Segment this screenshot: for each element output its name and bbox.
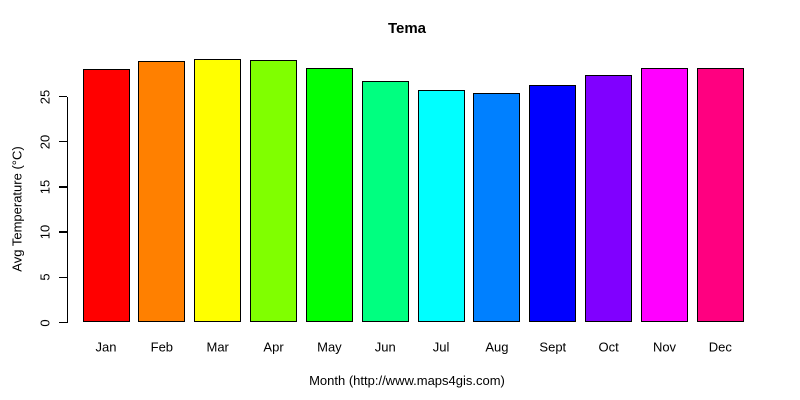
bar-aug: [473, 92, 521, 323]
y-axis-line: [66, 96, 68, 323]
bar-may: [305, 68, 353, 323]
y-tick-label: 20: [37, 134, 53, 149]
x-tick-label-jul: Jul: [432, 339, 450, 355]
bar-jan: [82, 69, 130, 323]
y-tick-mark: [58, 276, 67, 279]
x-tick-label-mar: Mar: [206, 339, 229, 355]
chart-title: Tema: [387, 20, 427, 37]
y-tick-label: 15: [37, 179, 53, 195]
bar-mar: [194, 58, 242, 323]
x-tick-label-jun: Jun: [374, 339, 396, 355]
y-tick-label: 10: [37, 224, 53, 240]
y-tick-mark: [58, 231, 67, 233]
y-tick-mark: [58, 186, 67, 188]
y-tick-label: 0: [37, 318, 53, 327]
x-tick-label-nov: Nov: [652, 339, 677, 355]
x-tick-label-feb: Feb: [150, 339, 174, 355]
y-tick-mark: [58, 95, 67, 98]
bar-jul: [417, 90, 465, 323]
bar-apr: [250, 60, 298, 323]
bar-nov: [641, 67, 688, 323]
x-tick-label-aug: Aug: [485, 339, 509, 355]
y-tick-mark: [58, 140, 67, 143]
bar-dec: [696, 68, 744, 323]
x-tick-label-sept: Sept: [539, 339, 567, 355]
y-tick-label: 5: [37, 273, 53, 281]
x-tick-label-jan: Jan: [95, 339, 117, 355]
y-tick-label: 25: [37, 89, 53, 104]
bar-oct: [585, 74, 633, 323]
x-axis-label: Month (http://www.maps4gis.com): [309, 373, 505, 388]
y-tick-mark: [58, 321, 67, 324]
x-tick-label-may: May: [317, 339, 342, 355]
bar-sept: [529, 84, 577, 323]
x-tick-label-dec: Dec: [708, 339, 732, 355]
bar-feb: [138, 61, 186, 323]
y-axis-label: Avg Temperature (°C): [9, 146, 25, 272]
x-tick-label-oct: Oct: [598, 339, 619, 355]
bar-jun: [361, 81, 409, 323]
x-tick-label-apr: Apr: [263, 339, 284, 355]
